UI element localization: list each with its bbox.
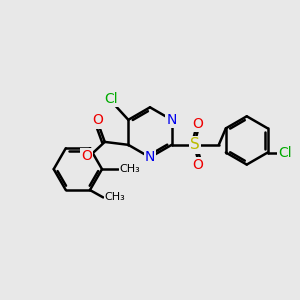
Text: O: O [193, 117, 204, 131]
Text: Cl: Cl [278, 146, 292, 160]
Text: N: N [167, 113, 177, 127]
Text: CH₃: CH₃ [105, 192, 125, 203]
Text: CH₃: CH₃ [120, 164, 140, 174]
Text: S: S [190, 137, 200, 152]
Text: Cl: Cl [104, 92, 118, 106]
Text: O: O [92, 113, 103, 128]
Text: O: O [193, 158, 204, 172]
Text: N: N [145, 150, 155, 164]
Text: O: O [81, 149, 92, 163]
